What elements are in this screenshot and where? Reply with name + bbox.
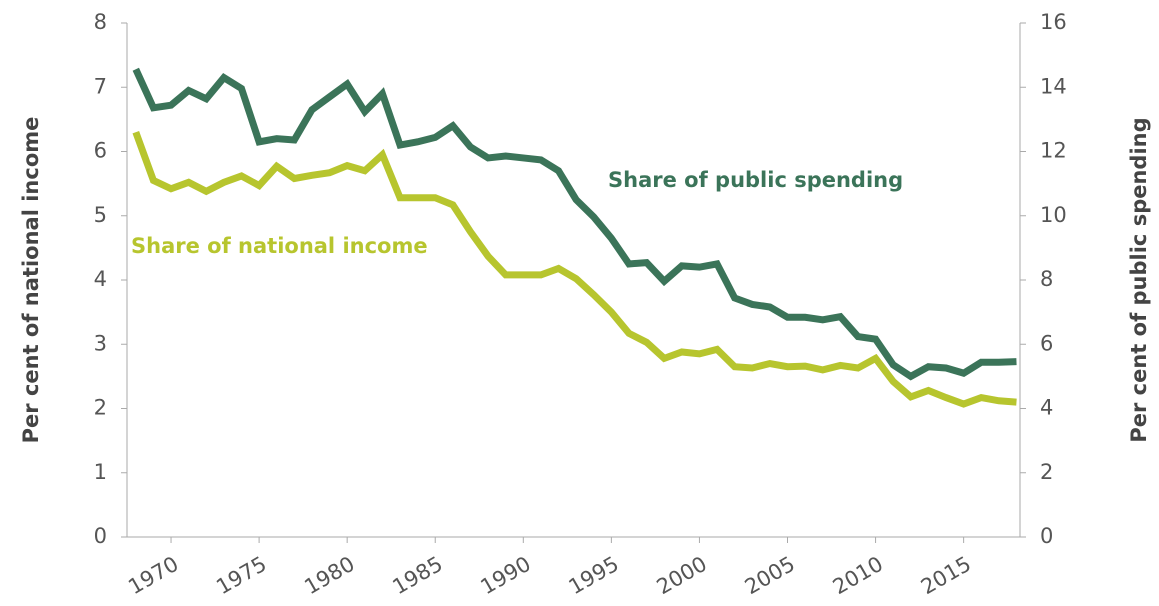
annotation: Share of public spending [608,168,903,192]
x-tick-label: 2010 [829,552,887,600]
y-tick-label: 3 [94,331,107,355]
y-tick-label: 6 [94,139,107,163]
series-line [132,131,1017,408]
y2-tick-label: 0 [1040,524,1053,548]
y2-tick-label: 8 [1040,267,1053,291]
x-tick-label: 1990 [477,552,535,600]
y-tick-label: 7 [94,74,107,98]
x-tick-label: 1970 [124,552,182,600]
y-tick-label: 5 [94,203,107,227]
y-tick-label: 2 [94,396,107,420]
annotation: Share of national income [131,234,428,258]
y-tick-label: 8 [94,10,107,34]
y2-tick-label: 6 [1040,331,1053,355]
series-line [132,67,1017,381]
y-tick-label: 0 [94,524,107,548]
y2-tick-label: 2 [1040,460,1053,484]
x-tick-label: 1995 [565,552,623,600]
x-tick-label: 1985 [388,552,446,600]
y-tick-label: 1 [94,460,107,484]
y-axis-label: Per cent of national income [19,117,43,444]
x-tick-label: 2000 [653,552,711,600]
y2-tick-label: 16 [1040,10,1067,34]
x-tick-label: 1980 [300,552,358,600]
y2-axis-label: Per cent of public spending [1127,117,1151,442]
y2-tick-label: 12 [1040,139,1067,163]
y-tick-label: 4 [94,267,107,291]
y2-tick-label: 10 [1040,203,1067,227]
x-tick-label: 1975 [212,552,270,600]
y2-tick-label: 14 [1040,74,1067,98]
x-tick-label: 2015 [917,552,975,600]
y2-tick-label: 4 [1040,396,1053,420]
x-tick-label: 2005 [741,552,799,600]
